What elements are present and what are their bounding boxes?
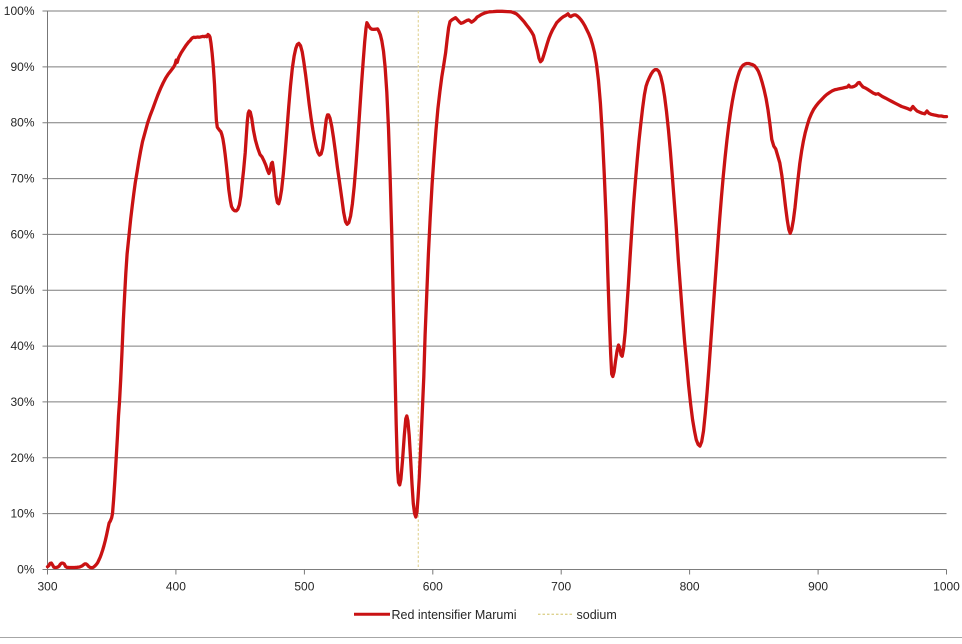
svg-text:0%: 0% (17, 563, 35, 577)
svg-text:Red intensifier Marumi: Red intensifier Marumi (392, 608, 517, 622)
svg-text:60%: 60% (10, 227, 34, 241)
svg-text:50%: 50% (10, 283, 34, 297)
svg-text:500: 500 (294, 580, 314, 594)
svg-text:30%: 30% (10, 395, 34, 409)
svg-text:20%: 20% (10, 451, 34, 465)
svg-text:900: 900 (808, 580, 828, 594)
svg-text:1000: 1000 (933, 580, 960, 594)
svg-text:40%: 40% (10, 339, 34, 353)
svg-text:sodium: sodium (577, 608, 617, 622)
svg-text:10%: 10% (10, 507, 34, 521)
svg-text:700: 700 (551, 580, 571, 594)
svg-text:80%: 80% (10, 116, 34, 130)
svg-text:100%: 100% (4, 4, 35, 18)
svg-text:70%: 70% (10, 172, 34, 186)
svg-text:90%: 90% (10, 60, 34, 74)
svg-text:600: 600 (423, 580, 443, 594)
svg-text:800: 800 (680, 580, 700, 594)
svg-text:400: 400 (166, 580, 186, 594)
svg-text:300: 300 (37, 580, 57, 594)
